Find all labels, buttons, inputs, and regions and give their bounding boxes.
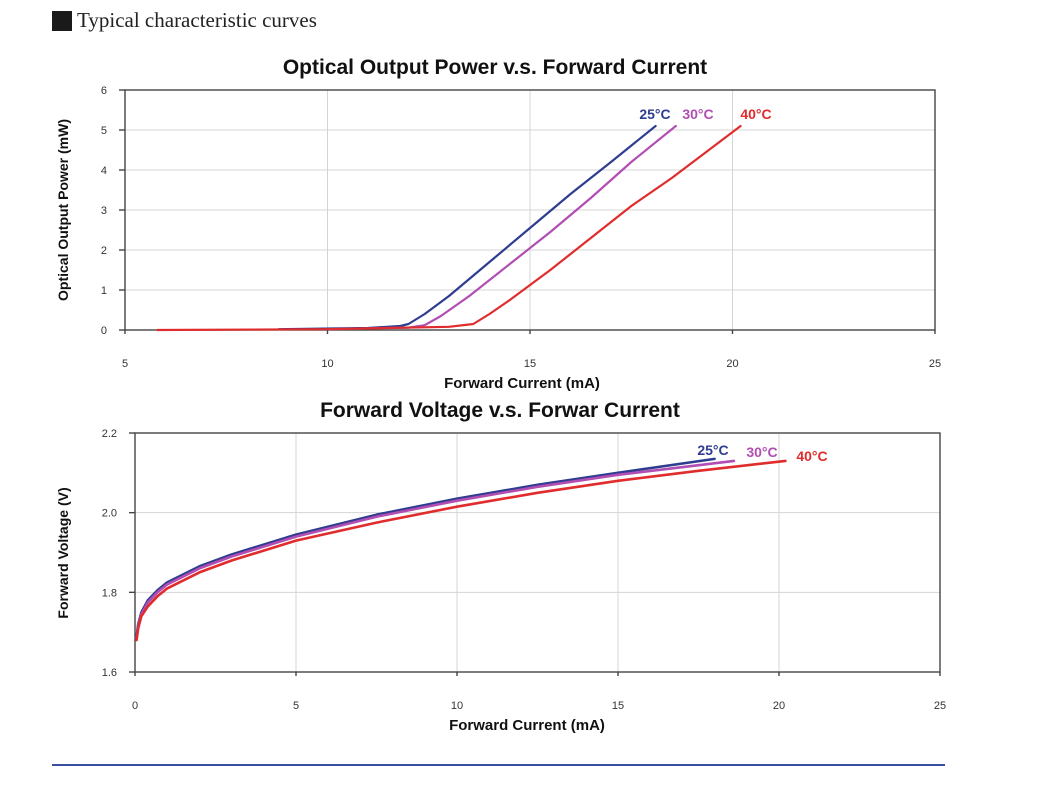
optical-power-chart: Optical Output Power v.s. Forward Curren… <box>55 56 941 392</box>
y-tick-label: 2 <box>101 245 107 257</box>
y-tick-label: 2.0 <box>102 508 117 520</box>
section-heading: Typical characteristic curves <box>52 8 317 33</box>
series-line-25c <box>277 124 657 331</box>
x-tick-label: 10 <box>451 700 463 712</box>
y-tick-label: 1 <box>101 285 107 297</box>
section-heading-text: Typical characteristic curves <box>77 8 317 32</box>
series-line-40c <box>156 124 742 332</box>
chart-title: Forward Voltage v.s. Forwar Current <box>320 399 680 422</box>
y-tick-label: 6 <box>101 85 107 97</box>
series-line-30c <box>326 124 677 331</box>
series-label: 40°C <box>740 106 771 122</box>
x-tick-label: 15 <box>612 700 624 712</box>
y-tick-label: 1.8 <box>102 587 117 599</box>
series-line-30c <box>135 459 736 640</box>
x-axis-label: Forward Current (mA) <box>444 375 600 392</box>
y-tick-label: 1.6 <box>102 667 117 679</box>
x-tick-label: 25 <box>929 358 941 370</box>
chart-title: Optical Output Power v.s. Forward Curren… <box>283 56 707 79</box>
x-tick-label: 5 <box>122 358 128 370</box>
x-tick-label: 25 <box>934 700 946 712</box>
series-label: 30°C <box>682 106 713 122</box>
x-tick-label: 0 <box>132 700 138 712</box>
x-tick-label: 5 <box>293 700 299 712</box>
y-tick-label: 0 <box>101 325 107 337</box>
series-line-25c <box>135 457 716 638</box>
forward-voltage-chart: Forward Voltage v.s. Forwar Current Forw… <box>55 399 946 734</box>
series-label: 25°C <box>639 106 670 122</box>
x-tick-label: 15 <box>524 358 536 370</box>
series-line-40c <box>135 459 787 642</box>
series-label: 25°C <box>697 442 728 458</box>
grid <box>124 89 936 331</box>
y-tick-label: 3 <box>101 205 107 217</box>
series-label: 40°C <box>796 448 827 464</box>
y-tick-label: 5 <box>101 125 107 137</box>
series-label: 30°C <box>746 444 777 460</box>
x-tick-label: 20 <box>726 358 738 370</box>
footer-divider <box>52 764 945 766</box>
y-tick-label: 2.2 <box>102 428 117 440</box>
plot-frame <box>134 432 941 673</box>
x-tick-label: 10 <box>321 358 333 370</box>
x-tick-label: 20 <box>773 700 785 712</box>
x-axis-label: Forward Current (mA) <box>449 717 605 734</box>
heading-square-icon <box>52 10 72 31</box>
y-axis-label: Forward Voltage (V) <box>55 487 71 618</box>
y-axis-label: Optical Output Power (mW) <box>55 119 71 301</box>
y-tick-label: 4 <box>101 165 107 177</box>
